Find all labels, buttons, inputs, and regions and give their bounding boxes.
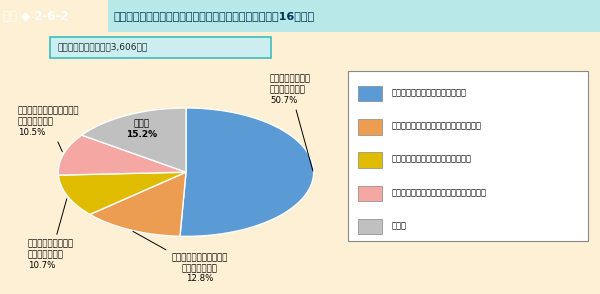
Bar xyxy=(358,186,382,201)
Text: 科学研究費補助金（文部科学省）: 科学研究費補助金（文部科学省） xyxy=(391,88,466,97)
Text: 国の競争的資金に占める科学研究費補助金の割合（平成16年度）: 国の競争的資金に占める科学研究費補助金の割合（平成16年度） xyxy=(114,11,315,21)
Bar xyxy=(358,219,382,234)
Bar xyxy=(108,0,600,32)
Polygon shape xyxy=(90,172,186,236)
Text: 国の競争的資金　総額3,606億円: 国の競争的資金 総額3,606億円 xyxy=(57,42,148,51)
Bar xyxy=(358,152,382,168)
Text: 科学技術振興調整費（文部科学省）: 科学技術振興調整費（文部科学省） xyxy=(391,155,471,164)
Bar xyxy=(358,119,382,135)
Polygon shape xyxy=(82,108,186,172)
Text: 科学技術振興調整費
（文部科学省）
10.7%: 科学技術振興調整費 （文部科学省） 10.7% xyxy=(28,199,74,270)
Text: 厚生労働科学研究費補助金（厚生労働省）: 厚生労働科学研究費補助金（厚生労働省） xyxy=(391,188,486,197)
Polygon shape xyxy=(180,108,314,236)
Text: 科学研究費補助金
（文部科学省）
50.7%: 科学研究費補助金 （文部科学省） 50.7% xyxy=(270,75,313,171)
FancyBboxPatch shape xyxy=(50,37,271,58)
Text: 戦略的創造研究推進事業（文部科学省）: 戦略的創造研究推進事業（文部科学省） xyxy=(391,121,481,131)
Text: その他: その他 xyxy=(391,221,406,230)
Polygon shape xyxy=(58,135,186,175)
Bar xyxy=(358,86,382,101)
Text: 図表 ◆ 2-6-2: 図表 ◆ 2-6-2 xyxy=(3,10,68,23)
Text: その他
15.2%: その他 15.2% xyxy=(127,120,158,139)
Text: 厚生労働科学研究費補助金
（厚生労働省）
10.5%: 厚生労働科学研究費補助金 （厚生労働省） 10.5% xyxy=(18,107,79,152)
FancyBboxPatch shape xyxy=(348,71,588,241)
Text: 戦略的創造研究推進事業
（文部科学省）
12.8%: 戦略的創造研究推進事業 （文部科学省） 12.8% xyxy=(133,231,227,283)
Polygon shape xyxy=(58,172,186,214)
